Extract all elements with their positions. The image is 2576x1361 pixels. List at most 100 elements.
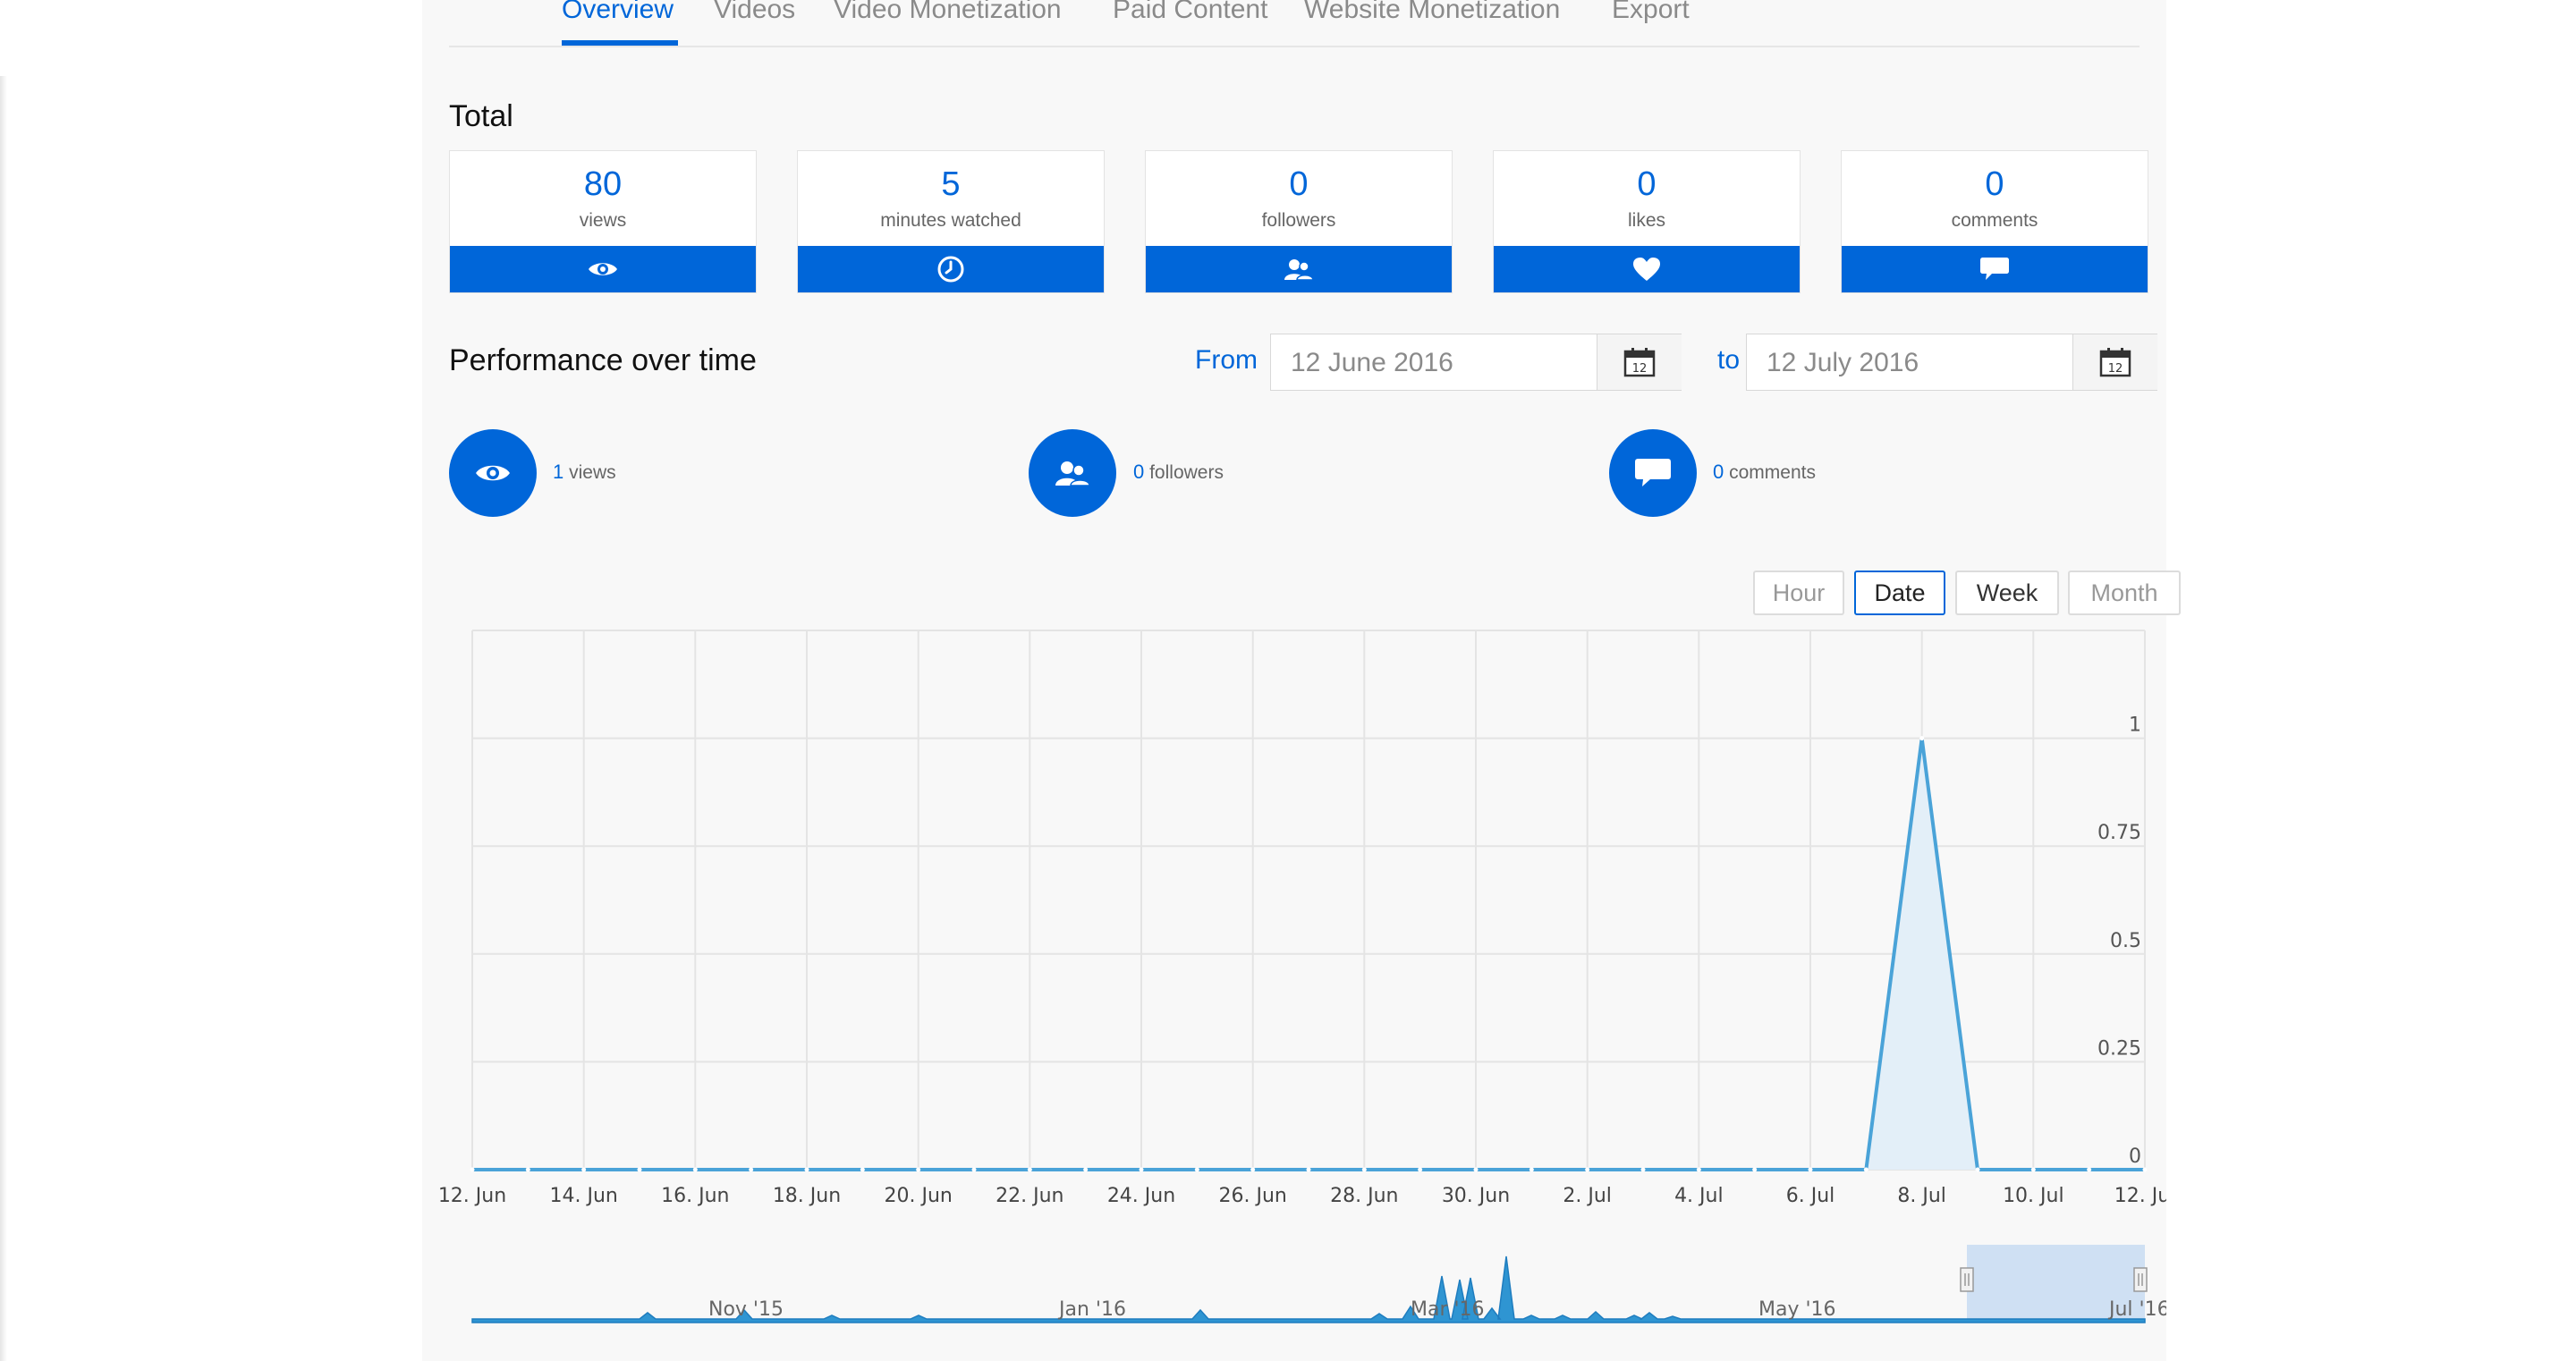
to-date-field: 12: [1746, 334, 2157, 392]
active-tab-indicator: [562, 40, 678, 46]
eye-icon: [589, 263, 617, 275]
stat-icon-bar: [450, 246, 756, 292]
data-point: [2142, 1167, 2148, 1172]
from-calendar-button[interactable]: 12: [1597, 334, 1682, 390]
metric-followers: 0 followers: [1133, 461, 1224, 484]
navigator-handles: [1960, 1267, 2148, 1292]
stat-label: followers: [1261, 210, 1336, 231]
data-point: [2030, 1167, 2036, 1172]
metric-label: views: [569, 462, 616, 483]
x-tick-label: 30. Jun: [1442, 1185, 1510, 1207]
tab-video-monetization[interactable]: Video Monetization: [834, 0, 1062, 24]
stat-label: comments: [1951, 210, 2038, 231]
granularity-month-button[interactable]: Month: [2068, 571, 2181, 615]
metric-comments-badge: [1609, 429, 1697, 517]
x-tick-label: 8. Jul: [1897, 1185, 1946, 1207]
stat-value: 5: [941, 165, 961, 203]
tab-videos[interactable]: Videos: [714, 0, 796, 24]
x-tick-label: 10. Jul: [2003, 1185, 2064, 1207]
y-tick-label: 0: [2129, 1145, 2141, 1168]
stat-label: minutes watched: [880, 210, 1021, 231]
data-point: [2087, 1167, 2092, 1172]
data-point: [1529, 1167, 1534, 1172]
data-point: [1473, 1167, 1479, 1172]
x-tick-label: 14. Jun: [549, 1185, 617, 1207]
stat-icon-bar: [1842, 246, 2148, 292]
performance-chart: 0 0.25 0.5 0.75 1 12. Jun 14. Jun 16. Jun 18. J…: [438, 630, 2166, 1207]
x-tick-label: 2. Jul: [1563, 1185, 1612, 1207]
data-point: [1696, 1167, 1701, 1172]
data-point: [1027, 1167, 1032, 1172]
data-point: [637, 1167, 642, 1172]
tab-divider: [449, 46, 2140, 47]
metric-label: comments: [1729, 462, 1816, 483]
data-point: [1418, 1167, 1423, 1172]
data-point: [692, 1167, 698, 1172]
tab-website-monetization[interactable]: Website Monetization: [1304, 0, 1561, 24]
eye-icon: [476, 465, 510, 481]
comment-icon: [1980, 258, 2009, 280]
stat-label: likes: [1627, 210, 1665, 231]
data-point: [1194, 1167, 1199, 1172]
x-tick-label: 20. Jun: [884, 1185, 952, 1207]
calendar-day: 12: [1632, 362, 1648, 376]
to-date-input[interactable]: [1747, 334, 2090, 392]
stat-value: 0: [1637, 165, 1657, 203]
stat-value: 80: [583, 165, 623, 203]
metric-views-badge: [449, 429, 537, 517]
data-point: [1919, 736, 1925, 741]
data-point: [470, 1167, 475, 1172]
stat-card-comments: 0 comments: [1841, 150, 2148, 293]
metric-followers-badge: [1029, 429, 1116, 517]
x-tick-label: 28. Jun: [1330, 1185, 1398, 1207]
x-tick-label: 18. Jun: [773, 1185, 841, 1207]
tab-export[interactable]: Export: [1612, 0, 1690, 24]
metric-value: 0: [1713, 461, 1724, 483]
data-point: [1808, 1167, 1813, 1172]
from-date-field: 12: [1270, 334, 1682, 392]
tab-paid-content[interactable]: Paid Content: [1113, 0, 1268, 24]
granularity-date-button[interactable]: Date: [1854, 571, 1945, 615]
data-point: [1863, 1167, 1868, 1172]
navigator-label: Nov '15: [708, 1298, 784, 1321]
data-point: [1640, 1167, 1646, 1172]
y-tick-label: 1: [2129, 714, 2141, 737]
x-axis-labels: 12. Jun 14. Jun 16. Jun 18. Jun 20. Jun 22. J…: [438, 1185, 2166, 1207]
heart-icon: [1633, 258, 1660, 281]
granularity-week-button[interactable]: Week: [1955, 571, 2059, 615]
navigator-handle[interactable]: [2133, 1267, 2148, 1292]
data-point: [1306, 1167, 1311, 1172]
performance-title: Performance over time: [449, 343, 757, 377]
granularity-hour-button[interactable]: Hour: [1753, 571, 1844, 615]
data-point: [581, 1167, 587, 1172]
x-tick-label: 12. Jun: [438, 1185, 506, 1207]
data-point: [1975, 1167, 1980, 1172]
calendar-icon: 12: [2099, 348, 2131, 377]
followers-icon: [1284, 259, 1314, 281]
clock-icon: [937, 256, 964, 283]
x-tick-label: 22. Jun: [996, 1185, 1063, 1207]
x-tick-label: 16. Jun: [661, 1185, 729, 1207]
followers-icon: [1055, 461, 1090, 486]
metric-value: 1: [553, 461, 564, 483]
total-title: Total: [449, 99, 513, 133]
metric-comments: 0 comments: [1713, 461, 1816, 484]
stat-card-views: 80 views: [449, 150, 757, 293]
data-point: [749, 1167, 754, 1172]
stat-card-minutes-watched: 5 minutes watched: [797, 150, 1105, 293]
stat-card-followers: 0 followers: [1145, 150, 1453, 293]
tab-bar: Overview Videos Video Monetization Paid …: [422, 0, 2166, 48]
metric-label: followers: [1149, 462, 1224, 483]
from-date-input[interactable]: [1271, 334, 1614, 392]
chart-navigator[interactable]: Nov '15 Jan '16 Mar '16 May '16 Jul '16: [422, 1234, 2166, 1332]
stat-value: 0: [1985, 165, 2004, 203]
calendar-icon: 12: [1623, 348, 1656, 377]
tab-overview[interactable]: Overview: [562, 0, 674, 24]
to-calendar-button[interactable]: 12: [2072, 334, 2157, 390]
data-point: [971, 1167, 977, 1172]
navigator-label: Mar '16: [1411, 1298, 1485, 1321]
stat-value: 0: [1289, 165, 1309, 203]
data-point: [1250, 1167, 1256, 1172]
navigator-handle[interactable]: [1960, 1267, 1974, 1292]
navigator-labels: Nov '15 Jan '16 Mar '16 May '16 Jul '16: [708, 1298, 2166, 1321]
